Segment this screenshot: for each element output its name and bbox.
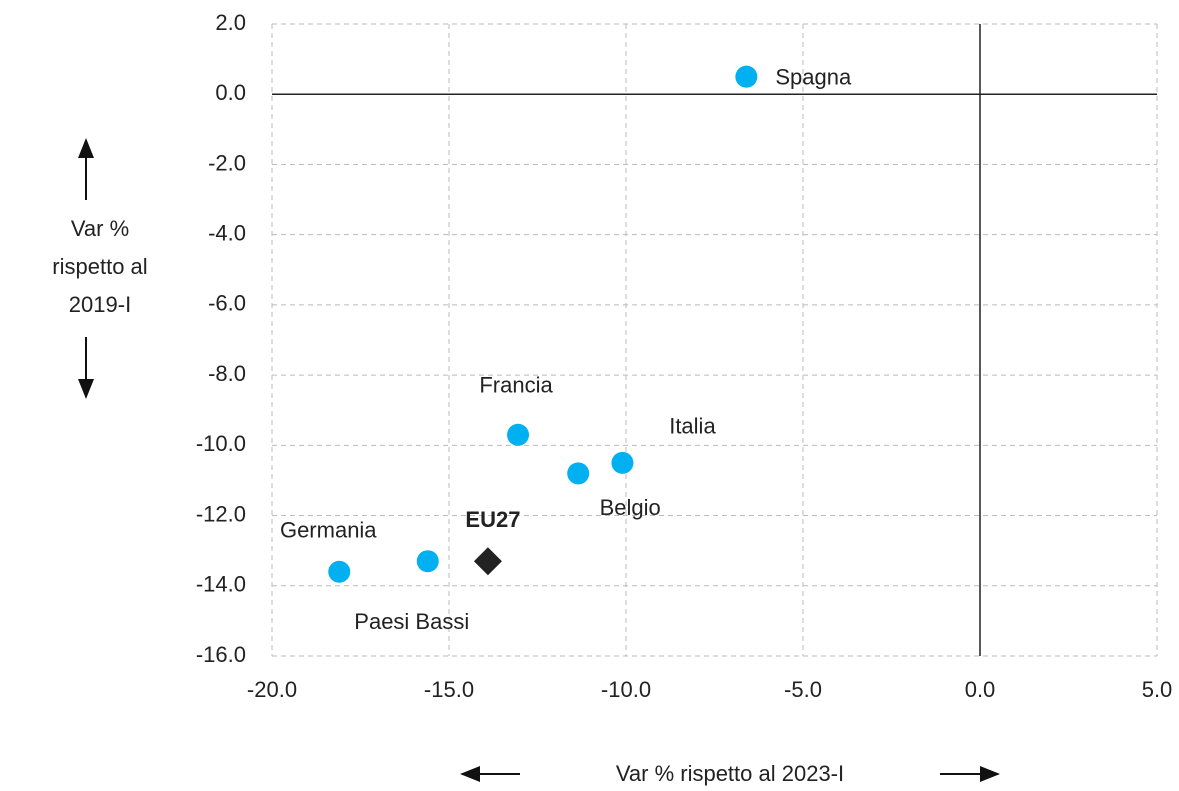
point — [507, 423, 530, 446]
point-label: Germania — [280, 518, 377, 543]
y-tick-label: -6.0 — [208, 291, 246, 316]
point-label: Spagna — [775, 64, 852, 89]
y-tick-label: -4.0 — [208, 220, 246, 245]
point-label: Francia — [479, 373, 553, 398]
point — [328, 560, 351, 583]
y-tick-label: -14.0 — [196, 572, 246, 597]
point — [735, 65, 758, 88]
y-axis-title: Var % — [71, 216, 129, 241]
y-axis-title: 2019-I — [69, 292, 131, 317]
y-tick-label: 2.0 — [215, 10, 246, 35]
point — [473, 547, 502, 576]
y-tick-label: -10.0 — [196, 431, 246, 456]
y-tick-label: -2.0 — [208, 150, 246, 175]
point-label: EU27 — [465, 507, 520, 532]
y-tick-label: -8.0 — [208, 361, 246, 386]
point — [416, 550, 439, 573]
y-tick-label: 0.0 — [215, 80, 246, 105]
x-axis-title: Var % rispetto al 2023-I — [616, 761, 844, 786]
x-tick-label: -10.0 — [601, 677, 651, 702]
y-tick-label: -16.0 — [196, 642, 246, 667]
point — [611, 451, 634, 474]
point-label: Belgio — [600, 495, 661, 520]
point-label: Italia — [669, 414, 716, 439]
y-tick-label: -12.0 — [196, 501, 246, 526]
x-tick-label: -15.0 — [424, 677, 474, 702]
point — [567, 462, 590, 485]
x-tick-label: 0.0 — [965, 677, 996, 702]
x-tick-label: -5.0 — [784, 677, 822, 702]
y-axis-title: rispetto al — [52, 254, 147, 279]
x-tick-label: -20.0 — [247, 677, 297, 702]
x-tick-label: 5.0 — [1142, 677, 1173, 702]
point-label: Paesi Bassi — [354, 609, 469, 634]
